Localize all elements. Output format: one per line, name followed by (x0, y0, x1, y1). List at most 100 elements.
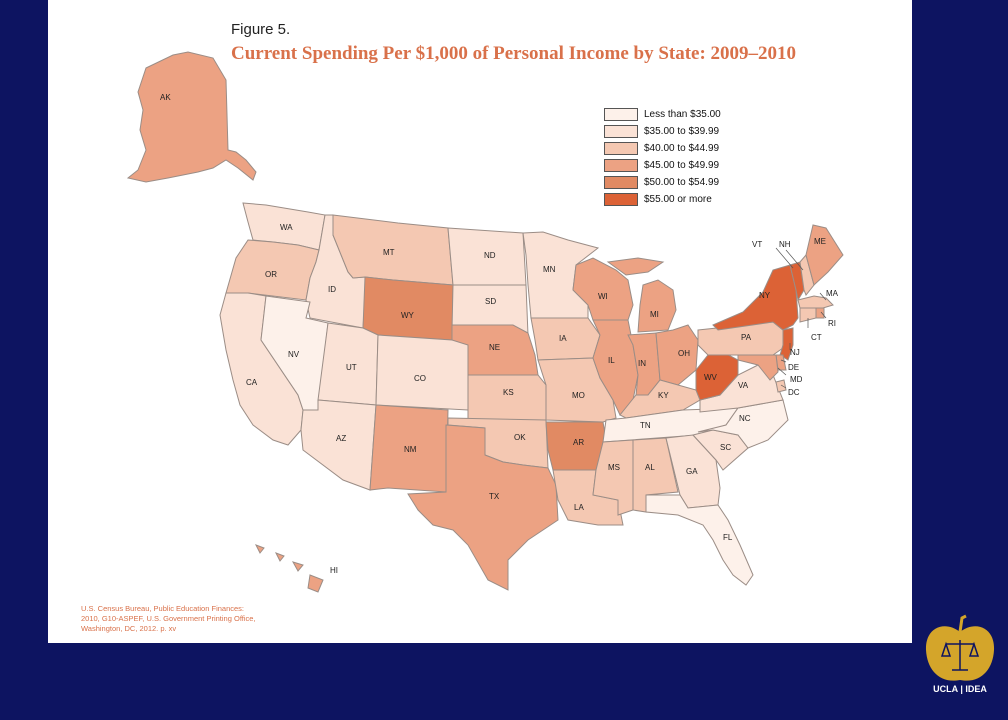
state-NJ (779, 327, 794, 361)
logo-divider: | (957, 684, 966, 694)
legend-item: $50.00 to $54.99 (604, 174, 721, 191)
label-TN: TN (640, 421, 651, 430)
state-AK (126, 51, 257, 183)
ucla-idea-logo (925, 614, 995, 681)
legend-swatch (604, 125, 638, 138)
figure-label: Figure 5. (231, 21, 291, 38)
legend-label: $50.00 to $54.99 (644, 177, 720, 188)
leader-line-de (780, 359, 787, 363)
state-KS (467, 374, 547, 421)
label-WA: WA (280, 223, 293, 232)
apple-stem (958, 614, 967, 633)
source-line-2: 2010, G10-ASPEF, U.S. Government Printin… (81, 614, 256, 623)
logo-text: UCLA | IDEA (922, 684, 998, 694)
figure-title: Current Spending Per $1,000 of Personal … (231, 43, 797, 64)
label-RI: RI (828, 319, 836, 328)
state-WI (572, 257, 634, 321)
legend-item: $40.00 to $44.99 (604, 140, 721, 157)
state-MD (737, 354, 779, 381)
legend-item: $55.00 or more (604, 191, 721, 208)
legend-item: $45.00 to $49.99 (604, 157, 721, 174)
state-RI (815, 307, 825, 319)
leader-line-dc (780, 384, 787, 389)
label-OR: OR (265, 270, 277, 279)
legend-swatch (604, 108, 638, 121)
label-NH: NH (779, 240, 791, 249)
state-WY (362, 276, 454, 341)
label-ID: ID (328, 285, 336, 294)
legend-swatch (604, 193, 638, 206)
label-WY: WY (401, 311, 415, 320)
label-CA: CA (246, 378, 258, 387)
label-OH: OH (678, 349, 690, 358)
label-AR: AR (573, 438, 584, 447)
logo-text-left: UCLA (933, 684, 958, 694)
label-KS: KS (503, 388, 514, 397)
label-MS: MS (608, 463, 620, 472)
label-MA: MA (826, 289, 839, 298)
state-NY (712, 264, 799, 331)
source-note: U.S. Census Bureau, Public Education Fin… (81, 604, 311, 634)
label-FL: FL (723, 533, 733, 542)
label-ND: ND (484, 251, 496, 260)
state-NH (799, 253, 815, 296)
state-DC (775, 379, 787, 393)
state-AZ (300, 399, 377, 491)
label-TX: TX (489, 492, 500, 501)
state-MI (606, 257, 677, 333)
legend-label: Less than $35.00 (644, 109, 721, 120)
state-CO (375, 334, 469, 411)
source-line-1: U.S. Census Bureau, Public Education Fin… (81, 604, 245, 613)
leader-line-md (777, 367, 787, 376)
legend-item: Less than $35.00 (604, 106, 721, 123)
label-AZ: AZ (336, 434, 346, 443)
label-IN: IN (638, 359, 646, 368)
legend-label: $35.00 to $39.99 (644, 126, 720, 137)
state-OH (655, 324, 699, 386)
label-IL: IL (608, 356, 615, 365)
label-NM: NM (404, 445, 417, 454)
legend-label: $40.00 to $44.99 (644, 143, 720, 154)
legend-item: $35.00 to $39.99 (604, 123, 721, 140)
label-NE: NE (489, 343, 500, 352)
leader-line-ri (820, 311, 827, 319)
label-MO: MO (572, 391, 585, 400)
label-LA: LA (574, 503, 584, 512)
label-MT: MT (383, 248, 395, 257)
leader-line-ma (819, 292, 827, 301)
label-WV: WV (704, 373, 718, 382)
map-legend: Less than $35.00 $35.00 to $39.99 $40.00 t… (604, 106, 721, 208)
source-line-3: Washington, DC, 2012. p. xv (81, 624, 177, 633)
state-FL (645, 494, 754, 586)
label-AK: AK (160, 93, 171, 102)
label-AL: AL (645, 463, 655, 472)
label-SD: SD (485, 297, 496, 306)
leader-line-nh (785, 249, 804, 271)
logo-text-right: IDEA (965, 684, 987, 694)
legend-swatch (604, 142, 638, 155)
label-NY: NY (759, 291, 771, 300)
label-ME: ME (814, 237, 826, 246)
state-NM (369, 404, 449, 493)
label-MN: MN (543, 265, 556, 274)
label-IA: IA (559, 334, 567, 343)
legend-label: $55.00 or more (644, 194, 712, 205)
state-NC (697, 399, 789, 449)
label-NV: NV (288, 350, 300, 359)
label-SC: SC (720, 443, 731, 452)
label-CO: CO (414, 374, 426, 383)
us-state-map: AK WA OR CA ID NV MT WY UT CO AZ NM ND S… (126, 51, 844, 593)
label-DC: DC (788, 388, 800, 397)
label-HI: HI (330, 566, 338, 575)
label-WI: WI (598, 292, 608, 301)
legend-swatch (604, 176, 638, 189)
slide-panel: Figure 5. Current Spending Per $1,000 of… (48, 0, 912, 643)
label-NC: NC (739, 414, 751, 423)
state-ME (805, 224, 844, 286)
label-KY: KY (658, 391, 669, 400)
label-MI: MI (650, 310, 659, 319)
state-TX (407, 424, 559, 591)
scales-icon (940, 640, 980, 671)
label-GA: GA (686, 467, 698, 476)
label-CT: CT (811, 333, 822, 342)
